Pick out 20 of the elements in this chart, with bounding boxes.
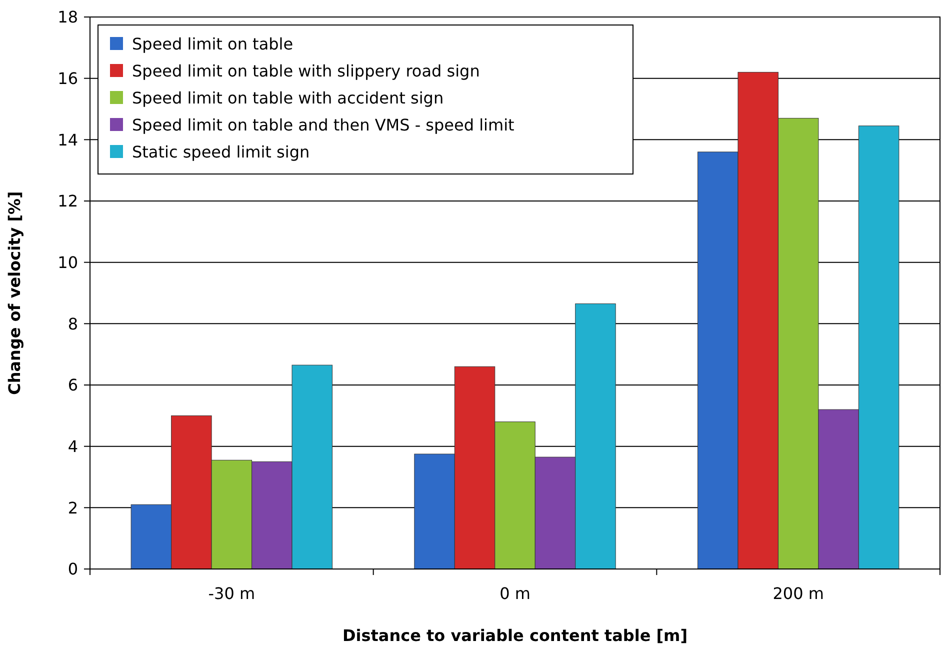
x-tick-label: -30 m [208, 584, 256, 603]
legend-label: Speed limit on table [132, 34, 294, 54]
y-tick-label: 10 [58, 252, 78, 272]
y-tick-label: 6 [68, 376, 78, 395]
y-tick-label: 0 [68, 560, 78, 579]
legend-label: Speed limit on table with accident sign [132, 88, 444, 108]
legend-label: Static speed limit sign [132, 142, 310, 162]
legend-label: Speed limit on table and then VMS - speed limit [132, 116, 514, 135]
y-tick-label: 18 [58, 8, 78, 27]
y-tick-label: 16 [58, 68, 78, 88]
y-tick-label: 4 [68, 436, 78, 456]
legend-label: Speed limit on table with slippery road sign [132, 62, 480, 81]
x-tick-label: 0 m [500, 584, 530, 603]
x-axis-title: Distance to variable content table [m] [342, 626, 688, 645]
y-tick-label: 14 [58, 130, 78, 150]
y-tick-label: 8 [68, 314, 78, 334]
y-axis-title: Change of velocity [%] [5, 191, 24, 395]
x-tick-label: 200 m [772, 584, 824, 603]
y-tick-label: 12 [58, 192, 78, 211]
y-tick-label: 2 [68, 498, 78, 518]
